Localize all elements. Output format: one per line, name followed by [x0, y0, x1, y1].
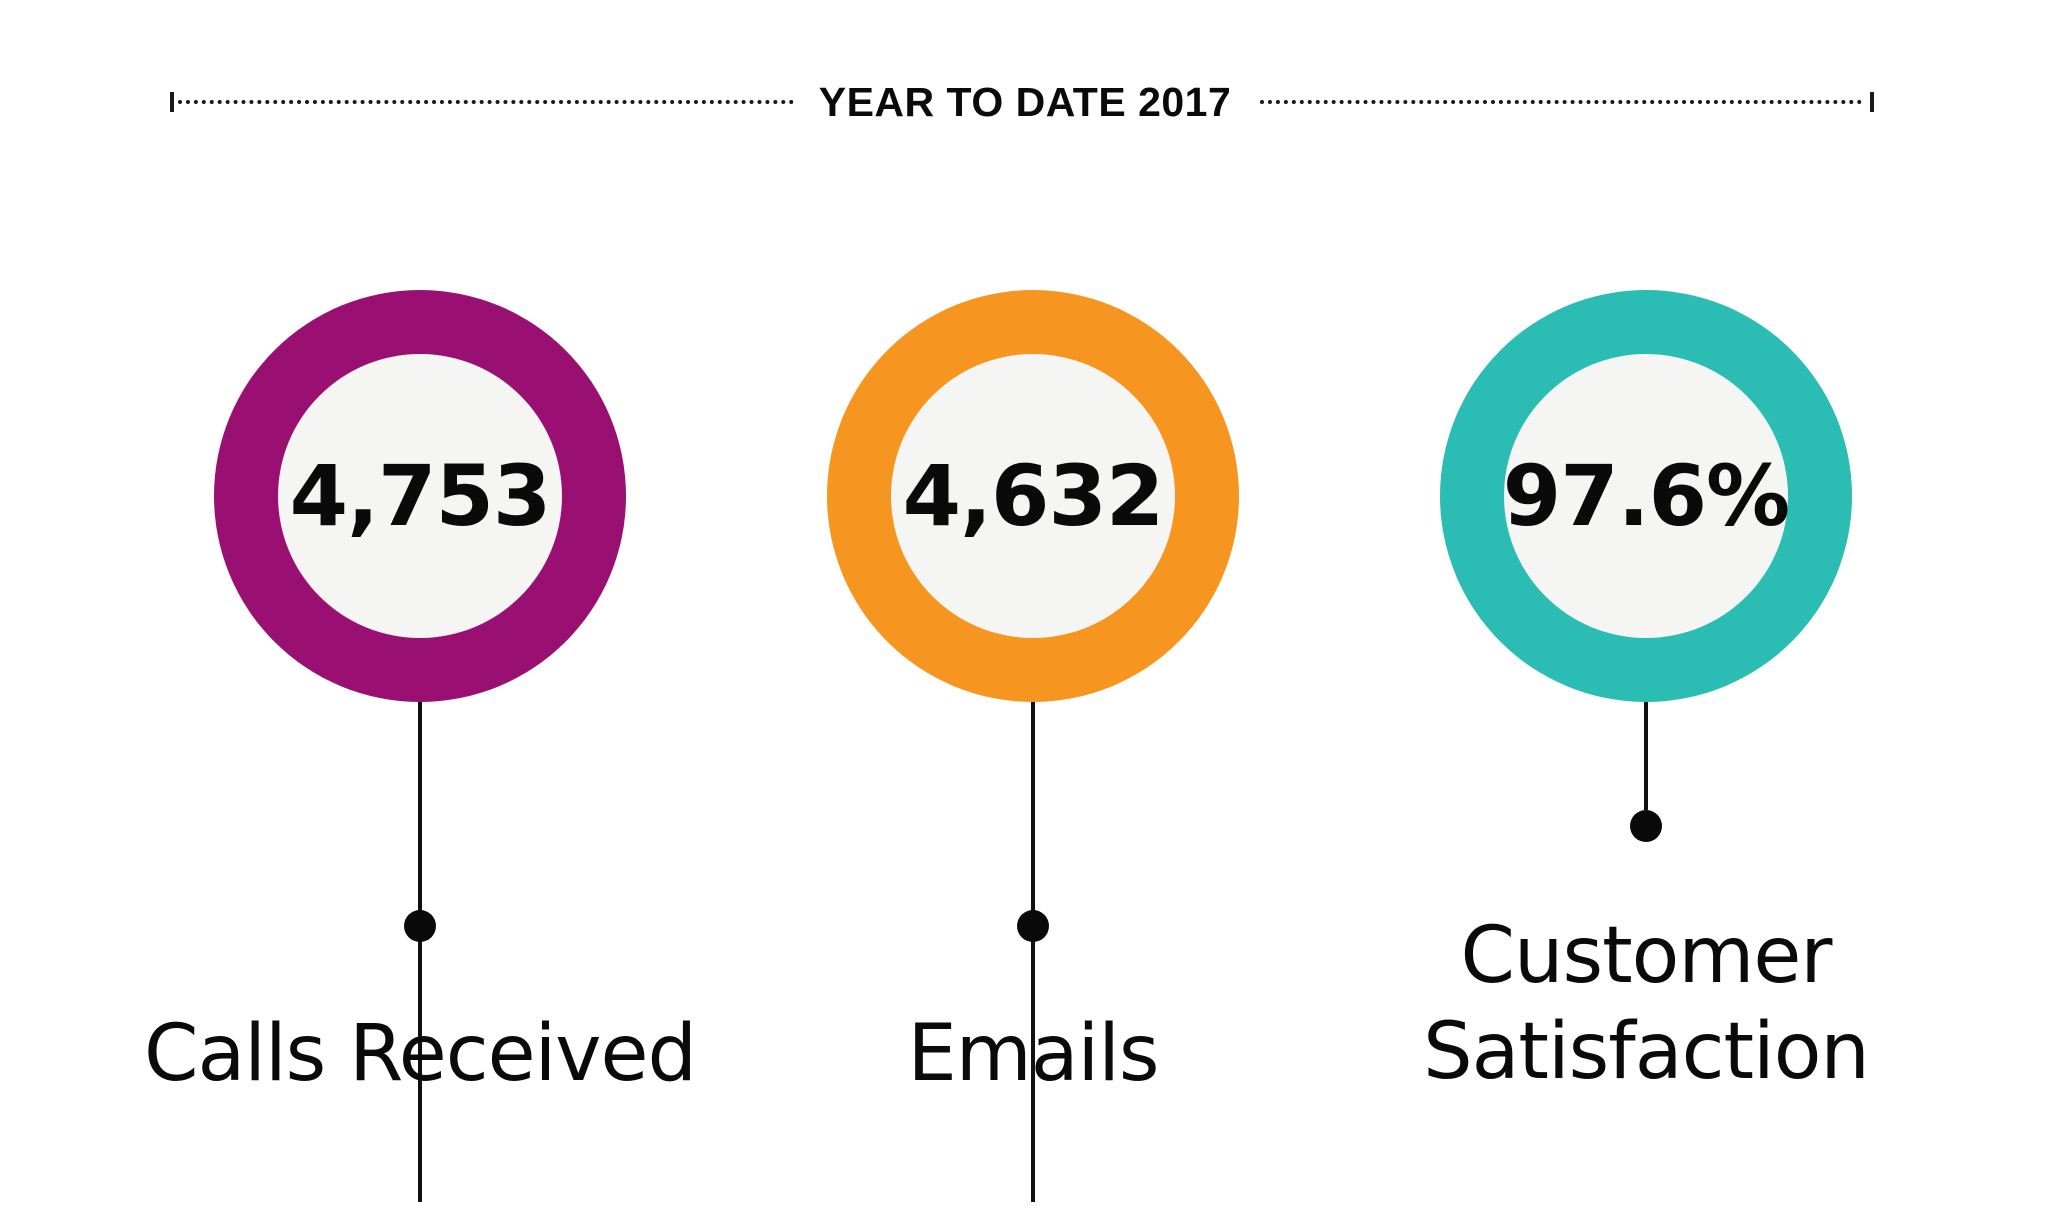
stat-connector-dot [404, 910, 436, 942]
stat-ring: 97.6% [1440, 290, 1852, 702]
stat-value: 4,632 [902, 447, 1165, 545]
stat-label-text: Calls Received [144, 1009, 697, 1099]
stat-connector-line [418, 702, 422, 1202]
section-header: YEAR TO DATE 2017 [170, 74, 1874, 130]
stat-value: 4,753 [289, 447, 552, 545]
stat-ring: 4,753 [214, 290, 626, 702]
stat-label: Customer Satisfaction [1346, 908, 1946, 1100]
stat-customer-satisfaction: 97.6% Customer Satisfaction [1346, 290, 1946, 1190]
stat-label: Calls Received [120, 1006, 720, 1102]
stat-value: 97.6% [1502, 447, 1790, 545]
stat-label-line-1: Customer [1460, 911, 1833, 1001]
stat-label-line-2: Satisfaction [1423, 1007, 1870, 1097]
header-dotted-line-left [178, 100, 794, 104]
header-line-cap-right [1870, 92, 1874, 112]
stat-ring-center: 4,753 [278, 354, 562, 638]
stat-label-text: Emails [907, 1009, 1159, 1099]
stat-connector-line [1644, 702, 1648, 810]
stat-ring-center: 97.6% [1502, 354, 1790, 638]
stat-emails: 4,632 Emails [733, 290, 1333, 1202]
stat-ring: 4,632 [827, 290, 1239, 702]
stat-connector-dot [1017, 910, 1049, 942]
stat-connector-dot [1630, 810, 1662, 842]
section-title: YEAR TO DATE 2017 [818, 79, 1232, 125]
stat-calls-received: 4,753 Calls Received [120, 290, 720, 1202]
header-dotted-line-right [1260, 100, 1862, 104]
header-line-cap-left [170, 92, 174, 112]
stat-ring-center: 4,632 [891, 354, 1175, 638]
stat-label: Emails [733, 1006, 1333, 1102]
stat-connector-line [1031, 702, 1035, 1202]
